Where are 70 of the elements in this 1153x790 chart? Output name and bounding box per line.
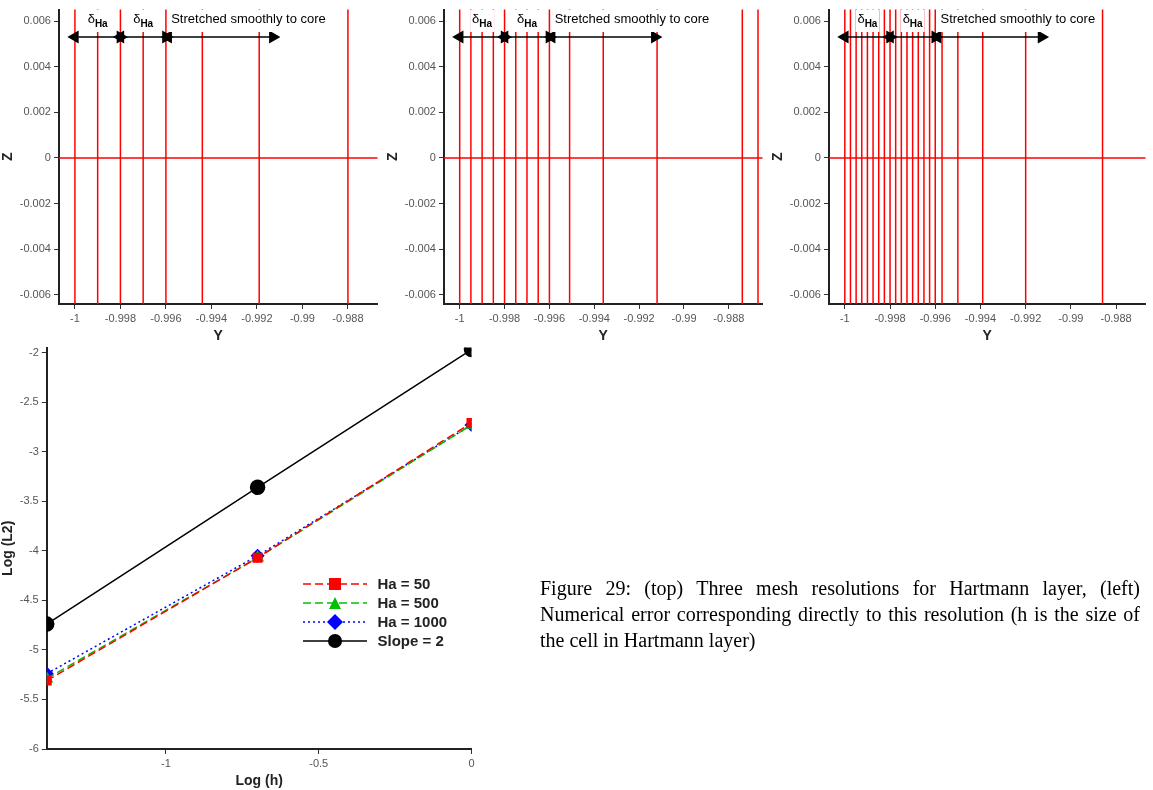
y-tick-label: -2 xyxy=(28,345,39,358)
x-tick-label: -0.992 xyxy=(623,311,655,324)
y-tick-label: 0.002 xyxy=(23,105,51,118)
x-tick-label: -0.994 xyxy=(578,311,610,324)
x-tick-label: -0.994 xyxy=(964,311,997,324)
x-tick-label: -1 xyxy=(454,311,465,324)
x-tick-label: -0.988 xyxy=(713,311,745,324)
annotation: Stretched smoothly to core xyxy=(171,10,326,26)
y-tick-label: 0.002 xyxy=(408,105,436,118)
x-tick-label: -0.988 xyxy=(1100,311,1132,324)
y-tick-label: 0.006 xyxy=(408,14,436,27)
y-tick-label: 0 xyxy=(429,150,436,163)
x-tick-label: -0.998 xyxy=(104,311,137,324)
y-tick-label: 0.004 xyxy=(408,59,436,72)
annotation: Stretched smoothly to core xyxy=(940,10,1096,26)
y-tick-label: 0.004 xyxy=(23,59,51,72)
x-tick-label: -0.99 xyxy=(671,311,697,324)
y-tick-label: -3 xyxy=(28,444,39,457)
x-tick-label: -0.992 xyxy=(1010,311,1042,324)
y-axis-title: Z xyxy=(769,152,786,162)
y-tick-label: -4.5 xyxy=(19,593,39,606)
x-axis-title: Y xyxy=(598,327,609,344)
x-tick-label: -0.99 xyxy=(289,311,315,324)
y-tick-label: 0 xyxy=(44,150,51,163)
y-tick-label: 0.006 xyxy=(793,14,821,27)
y-tick-label: -0.004 xyxy=(789,242,821,255)
x-axis-title: Y xyxy=(982,327,993,344)
legend-label: Slope = 2 xyxy=(377,632,444,649)
y-tick-label: 0.006 xyxy=(23,14,51,27)
x-tick-label: -1 xyxy=(839,311,850,324)
y-axis-title: Log (L2) xyxy=(0,520,16,576)
y-tick-label: -0.006 xyxy=(404,287,436,300)
x-tick-label: -0.996 xyxy=(533,311,566,324)
y-tick-label: -0.002 xyxy=(789,196,821,209)
y-tick-label: 0 xyxy=(814,150,821,163)
y-tick-label: -5.5 xyxy=(19,692,39,705)
y-tick-label: -0.006 xyxy=(789,287,821,300)
legend-label: Ha = 500 xyxy=(377,594,439,611)
x-tick-label: -0.996 xyxy=(919,311,951,324)
y-tick-label: -0.002 xyxy=(404,196,436,209)
x-tick-label: 0 xyxy=(468,756,475,769)
x-tick-label: -0.998 xyxy=(488,311,521,324)
legend-label: Ha = 50 xyxy=(377,575,431,592)
y-tick-label: -0.004 xyxy=(404,242,436,255)
y-tick-label: 0.004 xyxy=(793,59,821,72)
x-tick-label: -0.988 xyxy=(332,311,364,324)
y-tick-label: -0.002 xyxy=(19,196,51,209)
x-tick-label: -0.994 xyxy=(195,311,228,324)
y-tick-label: -0.004 xyxy=(19,242,51,255)
x-tick-label: -0.996 xyxy=(150,311,182,324)
y-tick-label: -3.5 xyxy=(19,494,39,507)
caption: Figure 29: (top) Three mesh resolutions for Hartmann layer, (left) Numerical error corresponding directly to this resolution (h is the size of the cell in Hartmann layer) xyxy=(540,576,1140,653)
x-tick-label: -0.998 xyxy=(874,311,906,324)
x-tick-label: -1 xyxy=(70,311,80,324)
y-tick-label: -4 xyxy=(28,543,39,556)
y-axis-title: Z xyxy=(384,152,401,162)
x-axis-title: Log (h) xyxy=(235,772,283,789)
y-tick-label: -0.006 xyxy=(19,287,51,300)
y-tick-label: -2.5 xyxy=(19,395,39,408)
annotation: Stretched smoothly to core xyxy=(554,10,710,26)
x-tick-label: -0.992 xyxy=(241,311,273,324)
y-tick-label: -5 xyxy=(28,642,39,655)
x-tick-label: -1 xyxy=(161,756,171,769)
x-tick-label: -0.5 xyxy=(309,756,329,769)
x-tick-label: -0.99 xyxy=(1058,311,1084,324)
x-axis-title: Y xyxy=(213,327,224,344)
y-tick-label: -6 xyxy=(28,742,39,755)
y-tick-label: 0.002 xyxy=(793,105,821,118)
y-axis-title: Z xyxy=(0,152,16,162)
legend-label: Ha = 1000 xyxy=(377,613,448,630)
